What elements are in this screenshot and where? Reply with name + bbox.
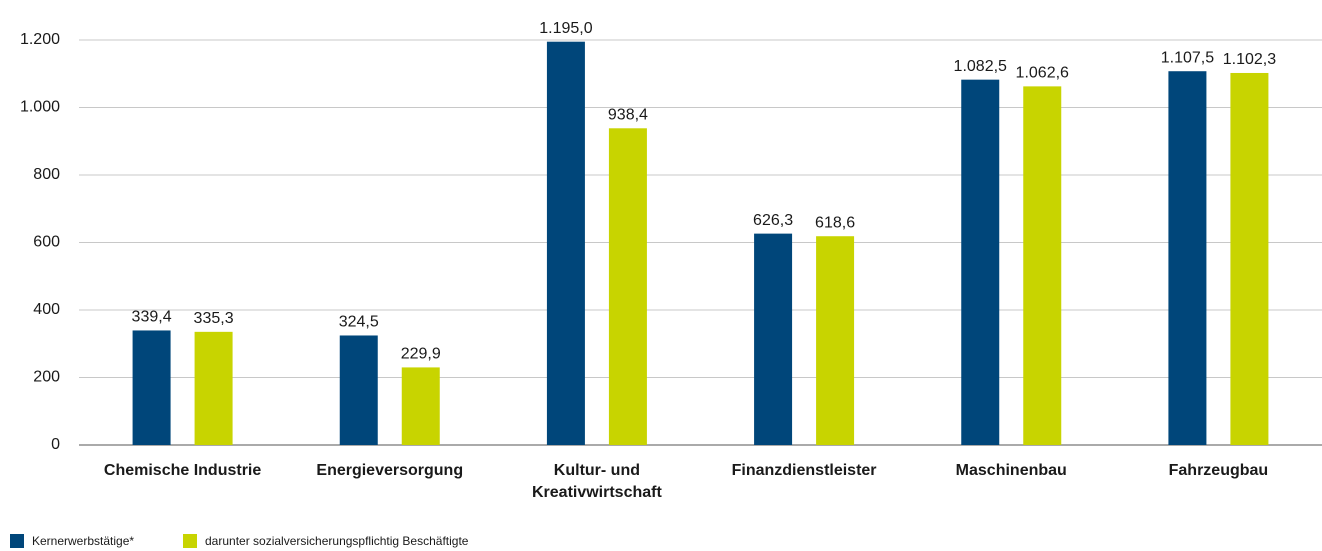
y-tick-label: 600 xyxy=(33,234,60,251)
y-tick-label: 0 xyxy=(51,436,60,453)
bar xyxy=(194,331,233,445)
value-label: 1.195,0 xyxy=(539,20,592,37)
value-label: 626,3 xyxy=(753,212,793,229)
y-tick-label: 1.200 xyxy=(20,31,60,48)
x-tick-label: Chemische Industrie xyxy=(103,462,262,479)
value-label: 1.082,5 xyxy=(954,58,1007,75)
legend-item: Kernerwerbstätige* xyxy=(10,533,134,549)
legend-swatch xyxy=(183,534,197,548)
bar xyxy=(1023,86,1062,445)
bar xyxy=(1168,71,1207,445)
x-tick-label: Energieversorgung xyxy=(316,462,464,479)
y-tick-label: 400 xyxy=(33,301,60,318)
value-label: 324,5 xyxy=(339,314,379,331)
bar xyxy=(132,330,171,445)
value-label: 938,4 xyxy=(608,107,648,124)
legend-label: Kernerwerbstätige* xyxy=(32,534,135,548)
y-tick-label: 800 xyxy=(33,166,60,183)
bar xyxy=(608,128,647,446)
value-label: 618,6 xyxy=(815,214,855,231)
bar xyxy=(1230,72,1269,445)
y-tick-label: 1.000 xyxy=(20,99,60,116)
bar xyxy=(546,41,585,445)
bar xyxy=(339,335,378,445)
y-tick-label: 200 xyxy=(33,369,60,386)
bar xyxy=(401,367,440,445)
value-label: 1.062,6 xyxy=(1016,65,1069,82)
x-tick-label: Finanzdienstleister xyxy=(731,462,877,479)
value-label: 1.102,3 xyxy=(1223,51,1276,68)
value-label: 335,3 xyxy=(194,310,234,327)
value-label: 1.107,5 xyxy=(1161,49,1214,66)
value-label: 339,4 xyxy=(132,309,172,326)
x-tick-label: Kultur- und Kreativwirtschaft xyxy=(531,462,662,501)
bar xyxy=(816,236,855,445)
legend-item: darunter sozialversicherungspflichtig Be… xyxy=(183,533,468,549)
value-label: 229,9 xyxy=(401,346,441,363)
x-tick-label: Maschinenbau xyxy=(955,462,1067,479)
bar xyxy=(961,79,1000,445)
bar xyxy=(754,233,793,445)
x-tick-label: Fahrzeugbau xyxy=(1168,462,1269,479)
legend-label: darunter sozialversicherungspflichtig Be… xyxy=(205,534,469,548)
legend-swatch xyxy=(10,534,24,548)
